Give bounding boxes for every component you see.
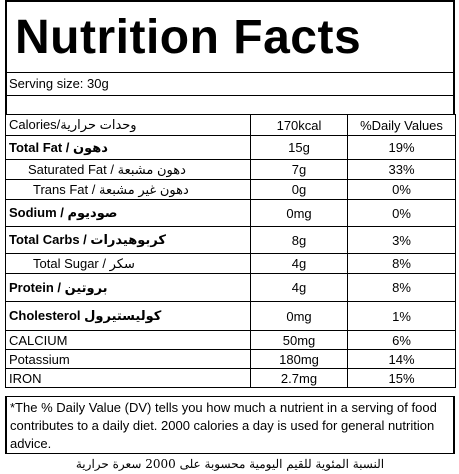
nutrient-amount: 0mg xyxy=(250,301,348,331)
nutrient-dv: 15% xyxy=(347,368,456,388)
table-row: Cholesterol كوليستيرول 0mg 1% xyxy=(5,301,456,331)
nutrient-label: Saturated Fat / دهون مشبعة xyxy=(5,159,251,180)
nutrient-amount: 4g xyxy=(250,273,348,302)
table-row: CALCIUM 50mg 6% xyxy=(5,330,456,350)
nutrient-amount: 7g xyxy=(250,159,348,180)
table-row: Sodium / صوديوم 0mg 0% xyxy=(5,199,456,227)
nutrient-dv: 14% xyxy=(347,349,456,369)
daily-values-header: %Daily Values xyxy=(347,114,456,136)
title: Nutrition Facts xyxy=(15,11,362,64)
nutrient-amount: 8g xyxy=(250,226,348,254)
nutrient-table: Calories/وحدات حرارية 170kcal %Daily Val… xyxy=(5,114,456,388)
header-row: Calories/وحدات حرارية 170kcal %Daily Val… xyxy=(5,114,456,136)
nutrient-label: Trans Fat / دهون غير مشبعة xyxy=(5,179,251,200)
nutrient-dv: 0% xyxy=(347,199,456,227)
nutrient-dv: 8% xyxy=(347,253,456,274)
nutrient-dv: 8% xyxy=(347,273,456,302)
nutrient-label: CALCIUM xyxy=(5,330,251,350)
nutrient-label: Potassium xyxy=(5,349,251,369)
title-box: Nutrition Facts xyxy=(5,0,455,72)
nutrient-label: Protein / بروتين xyxy=(5,273,251,302)
nutrient-label: Total Carbs / كربوهيدرات xyxy=(5,226,251,254)
nutrient-label: Total Fat / دهون xyxy=(5,135,251,160)
arabic-footnote: النسبة المئوية للقيم اليومية محسوبة على … xyxy=(75,457,385,471)
nutrient-amount: 2.7mg xyxy=(250,368,348,388)
table-row: Trans Fat / دهون غير مشبعة 0g 0% xyxy=(5,179,456,200)
nutrient-dv: 6% xyxy=(347,330,456,350)
nutrient-amount: 0g xyxy=(250,179,348,200)
table-row: IRON 2.7mg 15% xyxy=(5,368,456,388)
calories-label: Calories/وحدات حرارية xyxy=(5,114,251,136)
nutrient-amount: 50mg xyxy=(250,330,348,350)
nutrient-label: Sodium / صوديوم xyxy=(5,199,251,227)
spacer xyxy=(5,96,455,114)
nutrient-dv: 0% xyxy=(347,179,456,200)
nutrient-amount: 4g xyxy=(250,253,348,274)
table-row: Potassium 180mg 14% xyxy=(5,349,456,369)
nutrient-label: IRON xyxy=(5,368,251,388)
table-row: Total Fat / دهون 15g 19% xyxy=(5,135,456,160)
nutrient-dv: 1% xyxy=(347,301,456,331)
calories-amount: 170kcal xyxy=(250,114,348,136)
nutrient-amount: 180mg xyxy=(250,349,348,369)
table-row: Saturated Fat / دهون مشبعة 7g 33% xyxy=(5,159,456,180)
serving-size: Serving size: 30g xyxy=(5,72,455,96)
nutrient-amount: 0mg xyxy=(250,199,348,227)
table-row: Total Carbs / كربوهيدرات 8g 3% xyxy=(5,226,456,254)
table-row: Total Sugar / سكر 4g 8% xyxy=(5,253,456,274)
nutrient-dv: 33% xyxy=(347,159,456,180)
nutrient-label: Cholesterol كوليستيرول xyxy=(5,301,251,331)
table-row: Protein / بروتين 4g 8% xyxy=(5,273,456,302)
daily-value-note: *The % Daily Value (DV) tells you how mu… xyxy=(5,396,455,454)
nutrient-amount: 15g xyxy=(250,135,348,160)
nutrient-dv: 19% xyxy=(347,135,456,160)
nutrient-dv: 3% xyxy=(347,226,456,254)
nutrient-label: Total Sugar / سكر xyxy=(5,253,251,274)
